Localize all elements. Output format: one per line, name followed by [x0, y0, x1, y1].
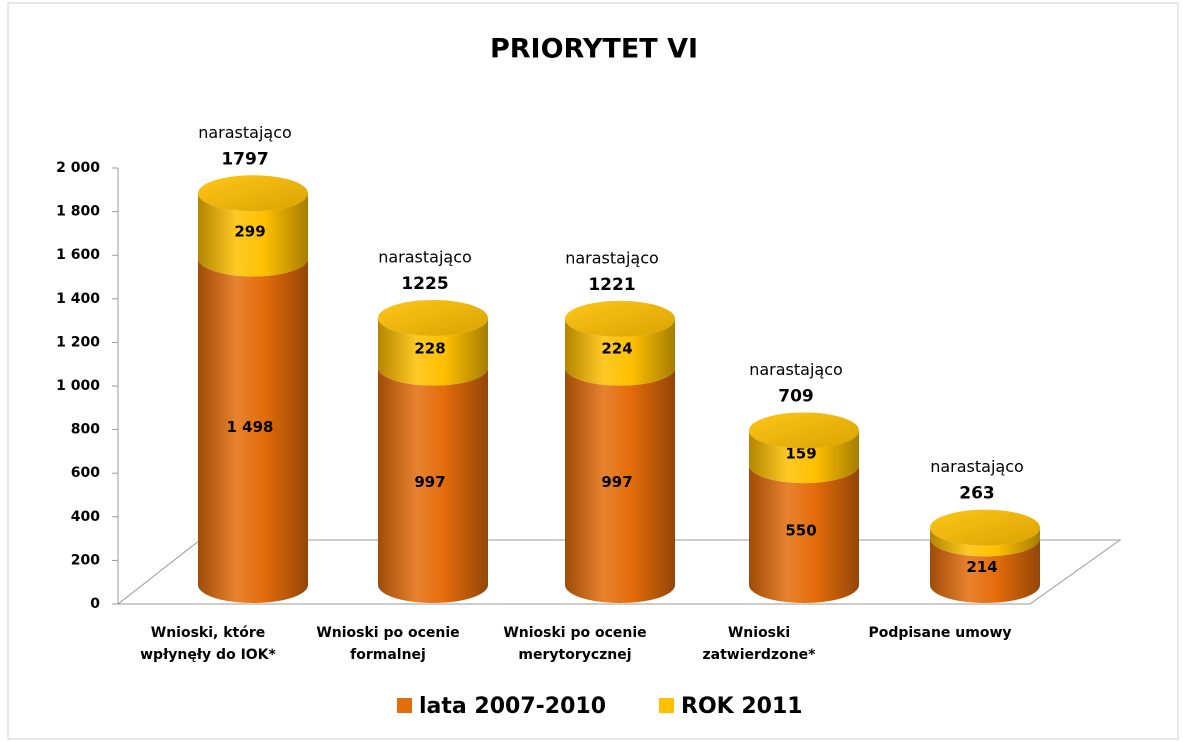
x-tick-label: Wnioski, które wpłynęły do IOK* — [140, 625, 276, 663]
cylinder-segment — [565, 318, 675, 386]
total-caption: narastająco — [749, 360, 843, 379]
y-tick-label: 200 — [71, 552, 100, 568]
total-label: 709 — [778, 386, 814, 406]
value-label: 159 — [785, 444, 816, 462]
cylinder-top — [749, 412, 859, 449]
chart-title: PRIORYTET VI — [490, 34, 698, 65]
legend-swatch — [397, 698, 412, 713]
x-tick-label: Wnioski zatwierdzone* — [702, 625, 816, 663]
y-tick-label: 800 — [71, 422, 100, 438]
total-label: 1225 — [401, 274, 448, 294]
y-tick-label: 400 — [71, 509, 100, 525]
cylinder-segment — [930, 527, 1040, 557]
cylinder-segment — [198, 258, 308, 603]
value-label: 997 — [601, 473, 632, 491]
value-label: 224 — [601, 340, 632, 358]
cylinder-segment — [749, 465, 859, 603]
value-label: 550 — [785, 522, 816, 540]
cylinder-segment — [565, 367, 675, 603]
y-tick-label: 0 — [90, 596, 100, 612]
total-caption: narastająco — [930, 457, 1024, 476]
legend-label: ROK 2011 — [681, 694, 803, 719]
x-tick-label: Wnioski po ocenie merytorycznej — [503, 625, 647, 663]
total-caption: narastająco — [378, 247, 472, 266]
total-label: 1797 — [221, 149, 268, 169]
cylinder-top — [378, 299, 488, 336]
value-label: 997 — [414, 473, 445, 491]
y-tick-label: 1 800 — [56, 204, 100, 220]
value-label: 299 — [234, 222, 265, 240]
total-label: 1221 — [588, 275, 635, 295]
value-label: 228 — [414, 339, 445, 357]
cylinder-segment — [930, 538, 1040, 603]
value-label: 1 498 — [227, 418, 274, 436]
cylinder-segment — [198, 193, 308, 277]
total-caption: narastająco — [198, 123, 292, 142]
legend-swatch — [659, 698, 674, 713]
cylinder-segment — [749, 430, 859, 484]
total-caption: narastająco — [565, 248, 659, 267]
cylinder-top — [930, 509, 1040, 546]
y-tick-label: 600 — [71, 465, 100, 481]
x-tick-label: Wnioski po ocenie formalnej — [316, 625, 460, 663]
cylinder-segment — [378, 367, 488, 603]
legend-label: lata 2007-2010 — [419, 694, 606, 719]
total-label: 263 — [959, 484, 995, 504]
y-tick-label: 1 200 — [56, 334, 100, 350]
floor — [117, 539, 1122, 605]
cylinder-top — [198, 175, 308, 212]
x-tick-label: Podpisane umowy — [868, 625, 1012, 641]
value-label: 214 — [966, 558, 997, 576]
y-tick-label: 1 400 — [56, 291, 100, 307]
y-tick-label: 2 000 — [56, 160, 100, 176]
cylinder-top — [565, 300, 675, 337]
y-tick-label: 1 000 — [56, 378, 100, 394]
y-tick-label: 1 600 — [56, 247, 100, 263]
cylinder-segment — [378, 317, 488, 386]
